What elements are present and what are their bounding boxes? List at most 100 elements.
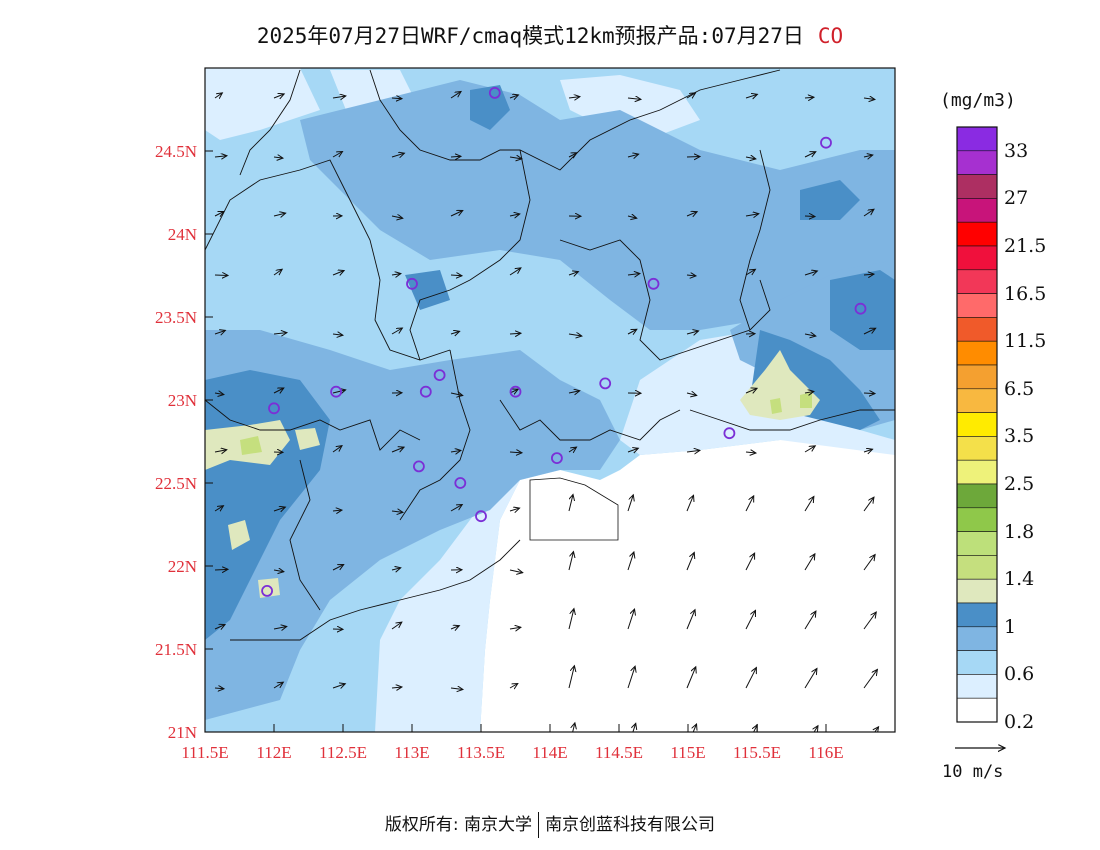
wind-arrow — [332, 271, 344, 275]
reference-vector-label: 10 m/s — [942, 762, 1004, 782]
wind-arrow — [804, 216, 815, 217]
x-tick-label: 114.5E — [595, 743, 643, 762]
wind-arrow — [745, 452, 756, 453]
wind-arrow — [804, 271, 817, 275]
wind-arrow — [391, 622, 402, 630]
wind-arrow — [273, 213, 286, 216]
wind-arrow — [687, 724, 697, 732]
wind-arrow — [568, 552, 573, 571]
wind-arrow — [273, 269, 282, 276]
colorbar-label: 33 — [1004, 139, 1029, 162]
wind-arrow — [214, 156, 227, 157]
station-marker — [509, 385, 522, 398]
x-tick-label: 113E — [394, 743, 429, 762]
wind-arrow — [332, 446, 342, 453]
wind-arrow — [391, 687, 402, 688]
wind-arrow — [804, 496, 814, 512]
colorbar-swatch — [956, 578, 998, 604]
y-tick-label: 22N — [168, 557, 197, 576]
colorbar-label: 6.5 — [1004, 377, 1035, 400]
wind-arrow — [627, 448, 638, 452]
wind-arrow — [804, 334, 816, 336]
wind-arrow — [391, 328, 402, 335]
wind-arrow — [273, 388, 284, 393]
wind-arrow — [273, 627, 287, 629]
wind-arrow — [686, 212, 697, 216]
wind-arrow — [864, 727, 879, 732]
wind-arrow — [804, 554, 815, 571]
station-marker — [412, 460, 425, 473]
colorbar-label: 3.5 — [1004, 425, 1035, 448]
colorbar-label: 0.2 — [1004, 711, 1035, 733]
station-marker — [268, 402, 280, 415]
wind-arrow — [863, 393, 875, 394]
title-main: 2025年07月27日WRF/cmaq模式12km预报产品:07月27日 — [256, 24, 804, 48]
colorbar-swatch — [956, 340, 998, 366]
colorbar-swatch — [956, 555, 998, 580]
y-tick-label: 24N — [168, 225, 197, 244]
x-tick-label: 113.5E — [457, 743, 505, 762]
colorbar-swatch — [956, 697, 998, 723]
axes: 111.5E 112E 112.5E 113E 113.5E 114E 114.5E 115E… — [155, 142, 844, 762]
wind-arrow — [627, 329, 637, 334]
wind-arrow — [863, 155, 873, 157]
wind-arrow — [509, 684, 518, 689]
wind-arrow — [686, 331, 699, 334]
wind-arrow — [509, 95, 518, 98]
wind-arrow — [509, 452, 522, 453]
station-marker — [551, 452, 563, 465]
wind-arrow — [509, 570, 523, 573]
wind-arrow — [746, 725, 757, 732]
y-tick-label: 23.5N — [155, 308, 197, 327]
wind-arrow — [450, 393, 463, 395]
wind-arrow — [745, 553, 755, 571]
wind-arrow — [332, 334, 343, 335]
wind-arrow — [568, 153, 577, 157]
wind-arrow — [450, 156, 461, 157]
wind-arrow — [627, 274, 640, 275]
wind-arrow — [509, 333, 521, 334]
wind-arrow — [686, 495, 694, 512]
wind-arrow — [686, 450, 700, 452]
wind-arrow — [628, 723, 636, 732]
wind-arrow — [273, 682, 283, 689]
colorbar-swatch — [956, 174, 998, 199]
wind-arrow — [863, 449, 873, 452]
y-tick-label: 23N — [168, 391, 197, 410]
wind-arrow — [450, 211, 463, 217]
wind-arrow — [273, 507, 285, 511]
wind-arrow — [627, 98, 641, 99]
wind-arrow — [332, 565, 344, 571]
wind-arrow — [745, 157, 756, 159]
wind-arrow — [509, 508, 520, 511]
colorbar-swatch — [956, 198, 998, 223]
wind-arrow — [450, 91, 461, 99]
wind-arrow — [214, 393, 224, 395]
colorbar-swatch — [956, 317, 998, 342]
wind-arrow — [863, 274, 874, 275]
wind-arrow — [627, 216, 637, 218]
colorbar-swatch — [956, 126, 998, 152]
wind-arrow — [450, 688, 463, 689]
wind-arrow — [804, 446, 815, 453]
colorbar-swatch — [956, 412, 998, 437]
colorbar-swatch — [956, 650, 998, 675]
x-tick-label: 114E — [532, 743, 567, 762]
x-tick-label: 116E — [808, 743, 843, 762]
station-marker — [419, 385, 432, 398]
wind-arrow — [745, 668, 756, 689]
title-species: CO — [817, 24, 844, 48]
x-tick-label: 112.5E — [319, 743, 367, 762]
colorbar-swatch — [956, 602, 998, 628]
colorbar-label: 1 — [1004, 615, 1017, 638]
wind-arrow — [569, 723, 575, 732]
x-tick-label: 115E — [670, 743, 705, 762]
colorbar-swatch — [956, 221, 998, 247]
wind-arrow — [863, 555, 875, 571]
colorbar-frame — [956, 126, 998, 723]
wind-arrow — [568, 666, 574, 689]
wind-arrow — [450, 331, 460, 334]
wind-arrow — [863, 328, 876, 335]
wind-arrow — [863, 209, 874, 217]
colorbar-label: 11.5 — [1004, 330, 1047, 353]
